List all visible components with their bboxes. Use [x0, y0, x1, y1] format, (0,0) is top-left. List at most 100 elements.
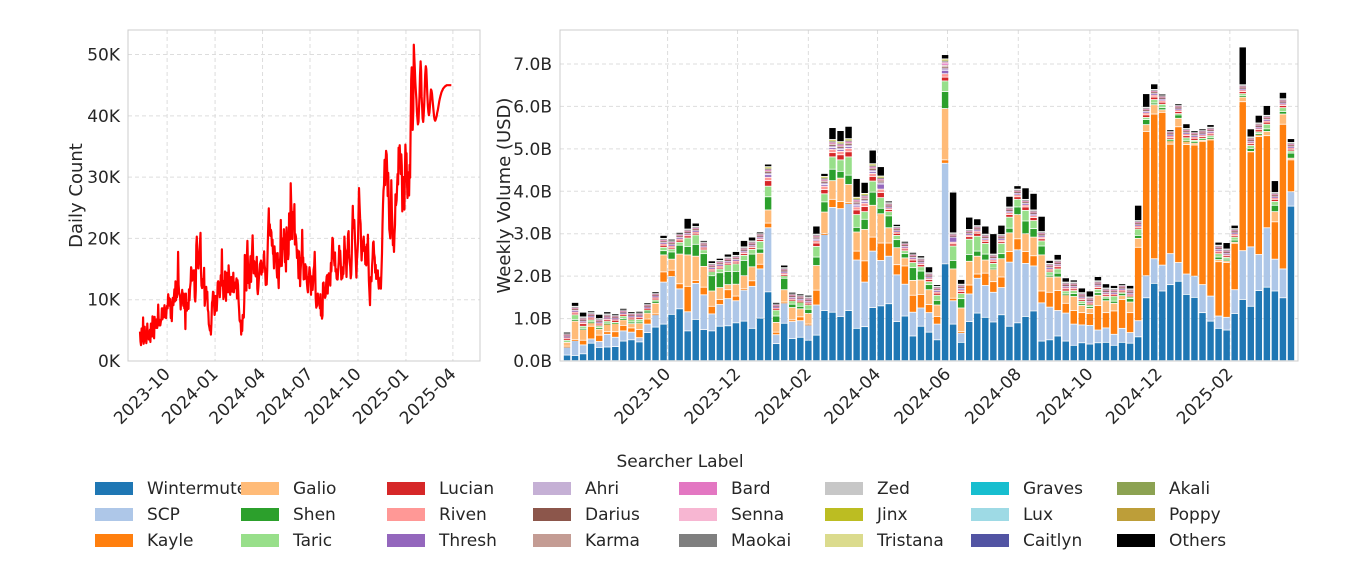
legend-swatch-senna: [679, 508, 717, 521]
bar-segment-darius: [1199, 132, 1206, 134]
legend-swatch-thresh: [387, 534, 425, 547]
bar-segment-kayle: [845, 203, 852, 204]
bar-segment-bard: [676, 234, 683, 236]
bar-segment-ahri: [612, 317, 619, 319]
bar-segment-thresh: [885, 207, 892, 209]
bar-segment-scp: [821, 234, 828, 311]
bar-segment-senna: [668, 241, 675, 243]
bar-segment-senna: [764, 169, 772, 170]
left-y-tick-label: 50K: [87, 46, 121, 66]
bar-segment-taric: [579, 326, 587, 328]
bar-segment-senna: [797, 296, 804, 297]
bar-segment-thresh: [829, 147, 836, 149]
bar-segment-kayle: [1142, 131, 1150, 276]
bar-segment-kayle: [974, 274, 981, 278]
bar-segment-darius: [571, 309, 579, 311]
bar-segment-kayle: [789, 320, 796, 322]
right-y-tick-label: 0.0B: [513, 352, 552, 372]
bar-segment-karma: [901, 244, 909, 246]
bar-segment-riven: [716, 265, 724, 267]
left-y-axis-label: Daily Count: [66, 143, 87, 248]
bar-segment-taric: [901, 251, 909, 254]
bar-segment-taric: [1142, 117, 1150, 120]
bar-segment-bard: [1151, 91, 1158, 92]
bar-segment-taric: [1223, 257, 1230, 259]
legend-swatch-maokai: [679, 534, 717, 547]
bar-segment-karma: [1223, 251, 1230, 252]
bar-segment-others: [660, 235, 667, 238]
bar-segment-maokai: [1287, 143, 1295, 145]
bar-segment-ahri: [571, 309, 579, 311]
bar-segment-galio: [1263, 131, 1271, 136]
bar-segment-karma: [1070, 284, 1078, 285]
bar-segment-scp: [1094, 330, 1102, 343]
bar-segment-shen: [1094, 293, 1102, 295]
bar-segment-others: [1094, 276, 1102, 281]
bar-segment-karma: [1239, 86, 1246, 88]
right-x-tick-label: 2024-10: [1033, 364, 1097, 428]
bar-segment-bard: [1070, 283, 1078, 285]
bar-segment-ahri: [1134, 223, 1142, 225]
bar-segment-riven: [1183, 133, 1190, 136]
bar-segment-kayle: [1030, 256, 1037, 266]
bar-segment-zed: [1199, 130, 1206, 131]
bar-segment-scp: [853, 260, 860, 328]
bar-segment-galio: [933, 305, 941, 317]
bar-segment-riven: [1263, 120, 1271, 122]
bar-segment-thresh: [909, 257, 917, 259]
bar-segment-karma: [1110, 290, 1118, 292]
bar-segment-zed: [1102, 288, 1110, 290]
bar-segment-bard: [636, 313, 643, 315]
bar-segment-shen: [1207, 138, 1214, 140]
right-y-tick-label: 4.0B: [513, 182, 552, 202]
bar-segment-darius: [644, 306, 651, 308]
bar-segment-karma: [893, 228, 901, 230]
bar-segment-shen: [636, 322, 643, 324]
bar-segment-taric: [1014, 199, 1021, 207]
bar-segment-bard: [563, 334, 571, 336]
legend-label-lux: Lux: [1023, 505, 1053, 525]
bar-segment-taric: [1279, 108, 1287, 112]
bar-segment-shen: [756, 249, 764, 253]
bar-segment-scp: [1022, 263, 1029, 317]
bar-segment-maokai: [724, 257, 732, 259]
bar-segment-senna: [1263, 116, 1271, 118]
bar-segment-senna: [941, 62, 949, 64]
bar-segment-lucian: [636, 318, 643, 320]
bar-segment-bard: [660, 240, 667, 241]
bar-segment-scp: [780, 303, 788, 323]
bar-segment-ahri: [652, 295, 659, 297]
bar-segment-wintermute: [571, 355, 579, 361]
bar-segment-lucian: [668, 247, 675, 249]
bar-segment-shen: [612, 323, 619, 325]
bar-segment-shen: [893, 240, 901, 248]
bar-segment-wintermute: [933, 340, 941, 361]
bar-segment-taric: [620, 316, 627, 319]
bar-segment-riven: [708, 268, 716, 270]
bar-segment-zed: [909, 253, 917, 255]
bar-segment-darius: [1183, 131, 1190, 133]
bar-segment-taric: [805, 305, 812, 309]
bar-segment-kayle: [1271, 222, 1279, 259]
bar-segment-shen: [829, 169, 836, 181]
bar-segment-karma: [974, 227, 981, 229]
bar-segment-bard: [1159, 96, 1166, 98]
bar-segment-lucian: [1142, 115, 1150, 118]
bar-segment-kayle: [1110, 311, 1118, 334]
bar-segment-tristana: [821, 176, 828, 178]
bar-segment-karma: [957, 286, 965, 288]
bar-segment-senna: [789, 294, 796, 296]
bar-segment-taric: [829, 157, 836, 169]
legend-swatch-taric: [241, 534, 279, 547]
legend-label-galio: Galio: [293, 479, 336, 499]
bar-segment-taric: [933, 295, 941, 300]
bar-segment-scp: [998, 288, 1005, 315]
bar-segment-shen: [861, 219, 868, 230]
bar-segment-thresh: [636, 316, 643, 317]
bar-segment-darius: [1279, 101, 1287, 103]
bar-segment-shen: [974, 251, 981, 256]
bar-segment-others: [1006, 196, 1013, 207]
bar-segment-darius: [1086, 299, 1094, 301]
bar-segment-karma: [789, 295, 796, 297]
bar-segment-maokai: [1038, 232, 1045, 234]
